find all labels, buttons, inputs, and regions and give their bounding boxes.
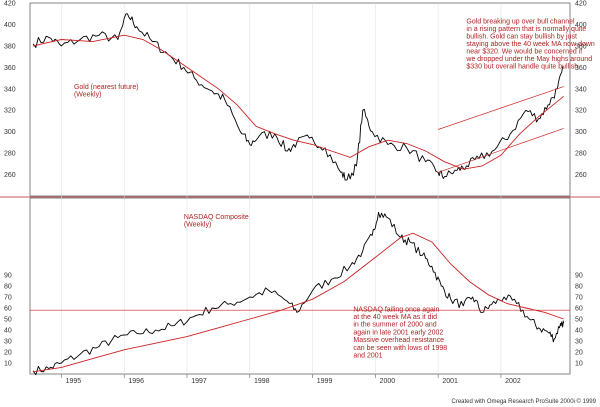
y-tick-label-left: 400 <box>4 22 16 29</box>
nasdaq-moving-average-line <box>33 232 564 373</box>
x-tick-label: 1996 <box>128 378 144 385</box>
annotation-line: $330 but overall handle quite bullish <box>466 63 578 70</box>
y-tick-label-right: 60 <box>575 306 583 313</box>
credit-text: Created with Omega Research ProSuite 200… <box>451 398 596 405</box>
y-tick-label-left: 420 <box>4 1 16 8</box>
y-tick-label-left: 340 <box>4 86 16 93</box>
y-tick-label-left: 70 <box>4 295 12 302</box>
annotation-line: Gold breaking up over bull channel <box>466 18 575 25</box>
y-tick-label-left: 380 <box>4 43 16 50</box>
y-tick-label-right: 380 <box>575 43 587 50</box>
annotation-line: in the summer of 2000 and <box>353 322 436 329</box>
annotation-line: staying above the 40 week MA now down <box>466 41 595 48</box>
y-tick-label-right: 50 <box>575 317 583 324</box>
annotation-line: again in late 2001 early 2002 <box>353 329 443 336</box>
y-tick-label-right: 400 <box>575 22 587 29</box>
y-tick-label-left: 280 <box>4 151 16 158</box>
y-tick-label-right: 70 <box>575 295 583 302</box>
x-tick-label: 1997 <box>191 378 207 385</box>
annotation-line: Massive overhead resistance <box>353 337 444 344</box>
top-panel-frame <box>29 2 571 197</box>
y-tick-label-right: 30 <box>575 339 583 346</box>
y-tick-label-left: 10 <box>4 361 12 368</box>
x-tick-label: 2000 <box>380 378 396 385</box>
y-tick-label-right: 90 <box>575 273 583 280</box>
grid <box>61 3 502 374</box>
annotation-line: can be seen with lows of 1998 <box>353 345 447 352</box>
y-tick-label-left: 360 <box>4 65 16 72</box>
y-tick-label-right: 260 <box>575 172 587 179</box>
annotation-line: bullish. Gold can stay bullish by just <box>466 33 577 40</box>
gold-channel-lower-line <box>437 128 564 173</box>
y-tick-label-right: 280 <box>575 151 587 158</box>
y-tick-label-right: 40 <box>575 328 583 335</box>
y-tick-label-left: 80 <box>4 284 12 291</box>
y-tick-label-right: 340 <box>575 86 587 93</box>
y-tick-label-right: 80 <box>575 284 583 291</box>
y-tick-label-left: 50 <box>4 317 12 324</box>
bottom-panel-frame <box>29 197 571 375</box>
x-tick-label: 2001 <box>442 378 458 385</box>
tick-labels: 1995 1996 1997 1998 1999 2000 2001 2002 420 420 40… <box>4 1 587 386</box>
y-tick-label-left: 30 <box>4 339 12 346</box>
annotation-line: (Weekly) <box>74 91 101 98</box>
annotation-line: in a rising pattern that is normally qui… <box>466 26 586 33</box>
y-tick-label-left: 300 <box>4 129 16 136</box>
x-tick-label: 1995 <box>66 378 82 385</box>
annotation-line: (Weekly) <box>184 222 211 229</box>
y-tick-label-right: 10 <box>575 361 583 368</box>
annotation-line: NASDAQ Composite <box>184 214 249 221</box>
gold-price-line <box>32 13 564 181</box>
x-tick-label: 1998 <box>254 378 270 385</box>
y-tick-label-right: 300 <box>575 129 587 136</box>
annotation-line: near $320. We would be concerned if <box>466 48 582 55</box>
y-tick-label-right: 320 <box>575 108 587 115</box>
annotation-line: Gold (nearest future) <box>74 84 139 91</box>
gold-channel-upper-line <box>437 86 564 130</box>
y-tick-label-right: 420 <box>575 1 587 8</box>
y-tick-label-left: 320 <box>4 108 16 115</box>
x-tick-label: 1999 <box>317 378 333 385</box>
y-tick-label-right: 360 <box>575 65 587 72</box>
annotation-line: we dropped under the May highs around <box>465 56 592 63</box>
y-tick-label-left: 60 <box>4 306 12 313</box>
y-tick-label-left: 20 <box>4 350 12 357</box>
annotation-line: at the 40 week MA as it did <box>353 314 437 321</box>
x-tick-label: 2002 <box>505 378 521 385</box>
annotation-line: and 2001 <box>353 353 382 360</box>
y-tick-label-right: 20 <box>575 350 583 357</box>
series-layer <box>30 13 570 376</box>
annotation-line: NASDAQ failing once again <box>353 306 439 313</box>
y-tick-label-left: 40 <box>4 328 12 335</box>
annotations: Gold (nearest future)(Weekly)Gold breaki… <box>74 18 595 359</box>
y-tick-label-left: 260 <box>4 172 16 179</box>
nasdaq-price-line <box>32 211 565 376</box>
gold-moving-average-line <box>33 34 564 170</box>
y-tick-label-left: 90 <box>4 273 12 280</box>
